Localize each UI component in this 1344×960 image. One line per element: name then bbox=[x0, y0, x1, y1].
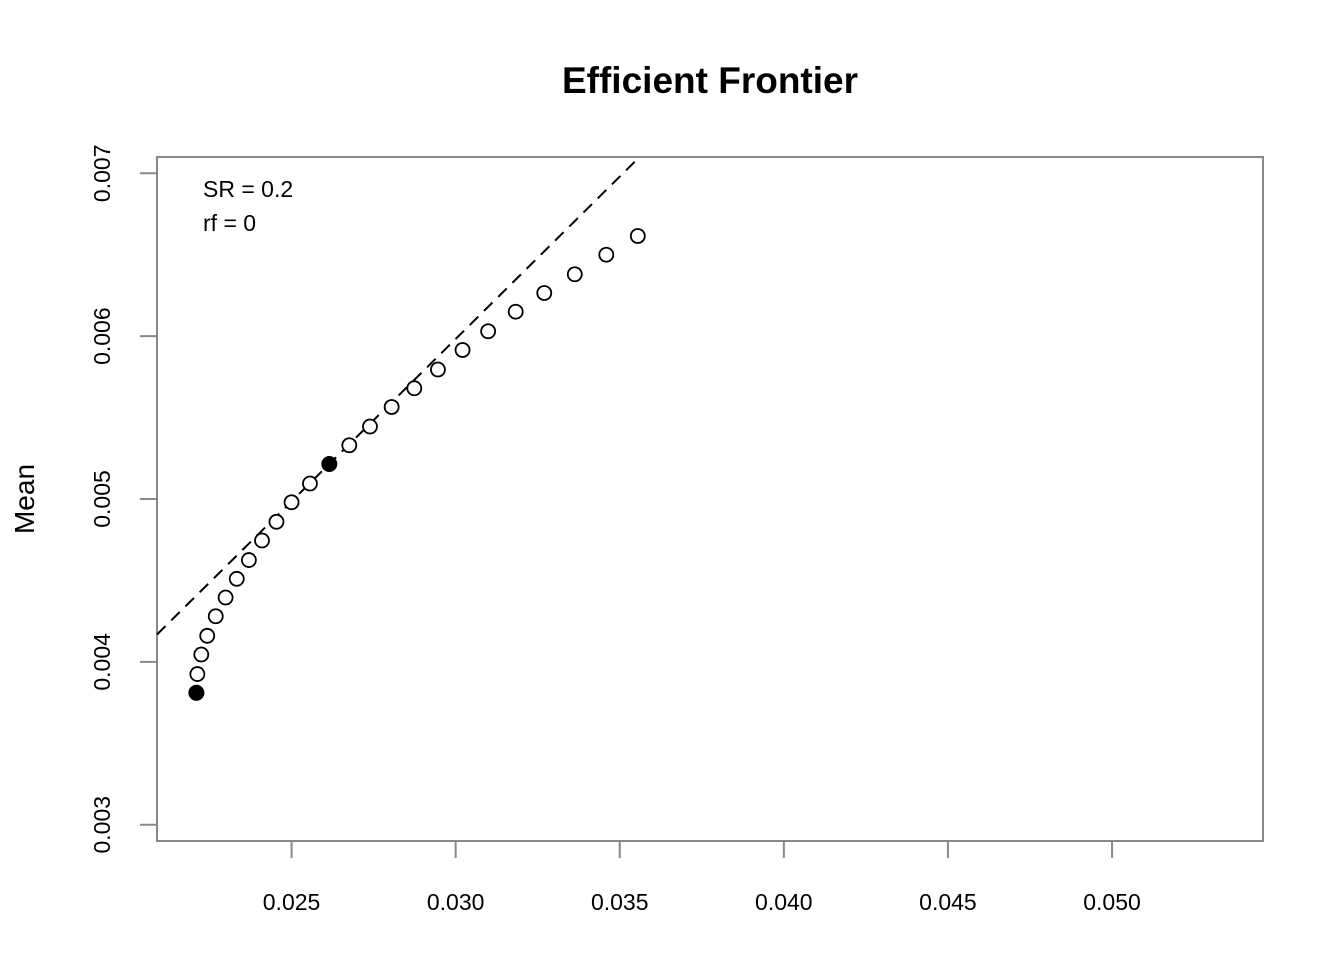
frontier-point bbox=[193, 646, 210, 663]
frontier-point bbox=[302, 475, 318, 492]
annotation-sharpe-ratio: SR = 0.2 bbox=[203, 176, 293, 202]
y-tick-label: 0.007 bbox=[89, 145, 115, 203]
frontier-points bbox=[189, 228, 646, 682]
frontier-point bbox=[454, 342, 471, 358]
x-tick-label: 0.045 bbox=[919, 889, 977, 915]
chart-title: Efficient Frontier bbox=[562, 60, 858, 101]
frontier-point bbox=[199, 627, 216, 644]
frontier-point bbox=[217, 589, 234, 606]
frontier-point bbox=[430, 361, 446, 378]
frontier-point bbox=[362, 418, 378, 435]
frontier-point bbox=[383, 399, 400, 415]
frontier-point bbox=[566, 266, 583, 283]
highlighted-points bbox=[188, 455, 338, 701]
frontier-point bbox=[341, 437, 358, 454]
plot-frame bbox=[156, 156, 1264, 842]
y-tick-label: 0.006 bbox=[89, 307, 115, 365]
plot-area bbox=[156, 156, 1264, 842]
y-tick-label: 0.005 bbox=[89, 470, 115, 528]
x-axis: 0.025 0.030 0.035 0.040 0.045 0.050 bbox=[263, 840, 1141, 915]
y-tick-label: 0.003 bbox=[89, 796, 115, 854]
x-tick-label: 0.035 bbox=[591, 889, 649, 915]
frontier-point bbox=[406, 380, 423, 397]
tangency-line bbox=[156, 156, 641, 636]
x-tick-label: 0.025 bbox=[263, 889, 321, 915]
frontier-point bbox=[283, 494, 300, 511]
frontier-point bbox=[254, 532, 270, 549]
frontier-point bbox=[629, 228, 646, 244]
frontier-point bbox=[207, 608, 224, 625]
frontier-point bbox=[228, 570, 245, 587]
frontier-point bbox=[507, 303, 524, 320]
x-tick-label: 0.040 bbox=[755, 889, 813, 915]
highlighted-point bbox=[321, 455, 338, 472]
frontier-point bbox=[536, 285, 553, 301]
y-axis: 0.003 0.004 0.005 0.006 0.007 bbox=[89, 145, 157, 854]
x-tick-label: 0.050 bbox=[1083, 889, 1141, 915]
highlighted-point bbox=[188, 684, 205, 701]
frontier-point bbox=[240, 552, 257, 568]
y-axis-label: Mean bbox=[9, 464, 40, 534]
annotation-risk-free-rate: rf = 0 bbox=[203, 210, 256, 236]
frontier-point bbox=[189, 666, 206, 682]
x-tick-label: 0.030 bbox=[427, 889, 485, 915]
frontier-point bbox=[598, 246, 615, 263]
frontier-point bbox=[480, 323, 497, 340]
frontier-point bbox=[268, 513, 285, 530]
y-tick-label: 0.004 bbox=[89, 633, 115, 691]
